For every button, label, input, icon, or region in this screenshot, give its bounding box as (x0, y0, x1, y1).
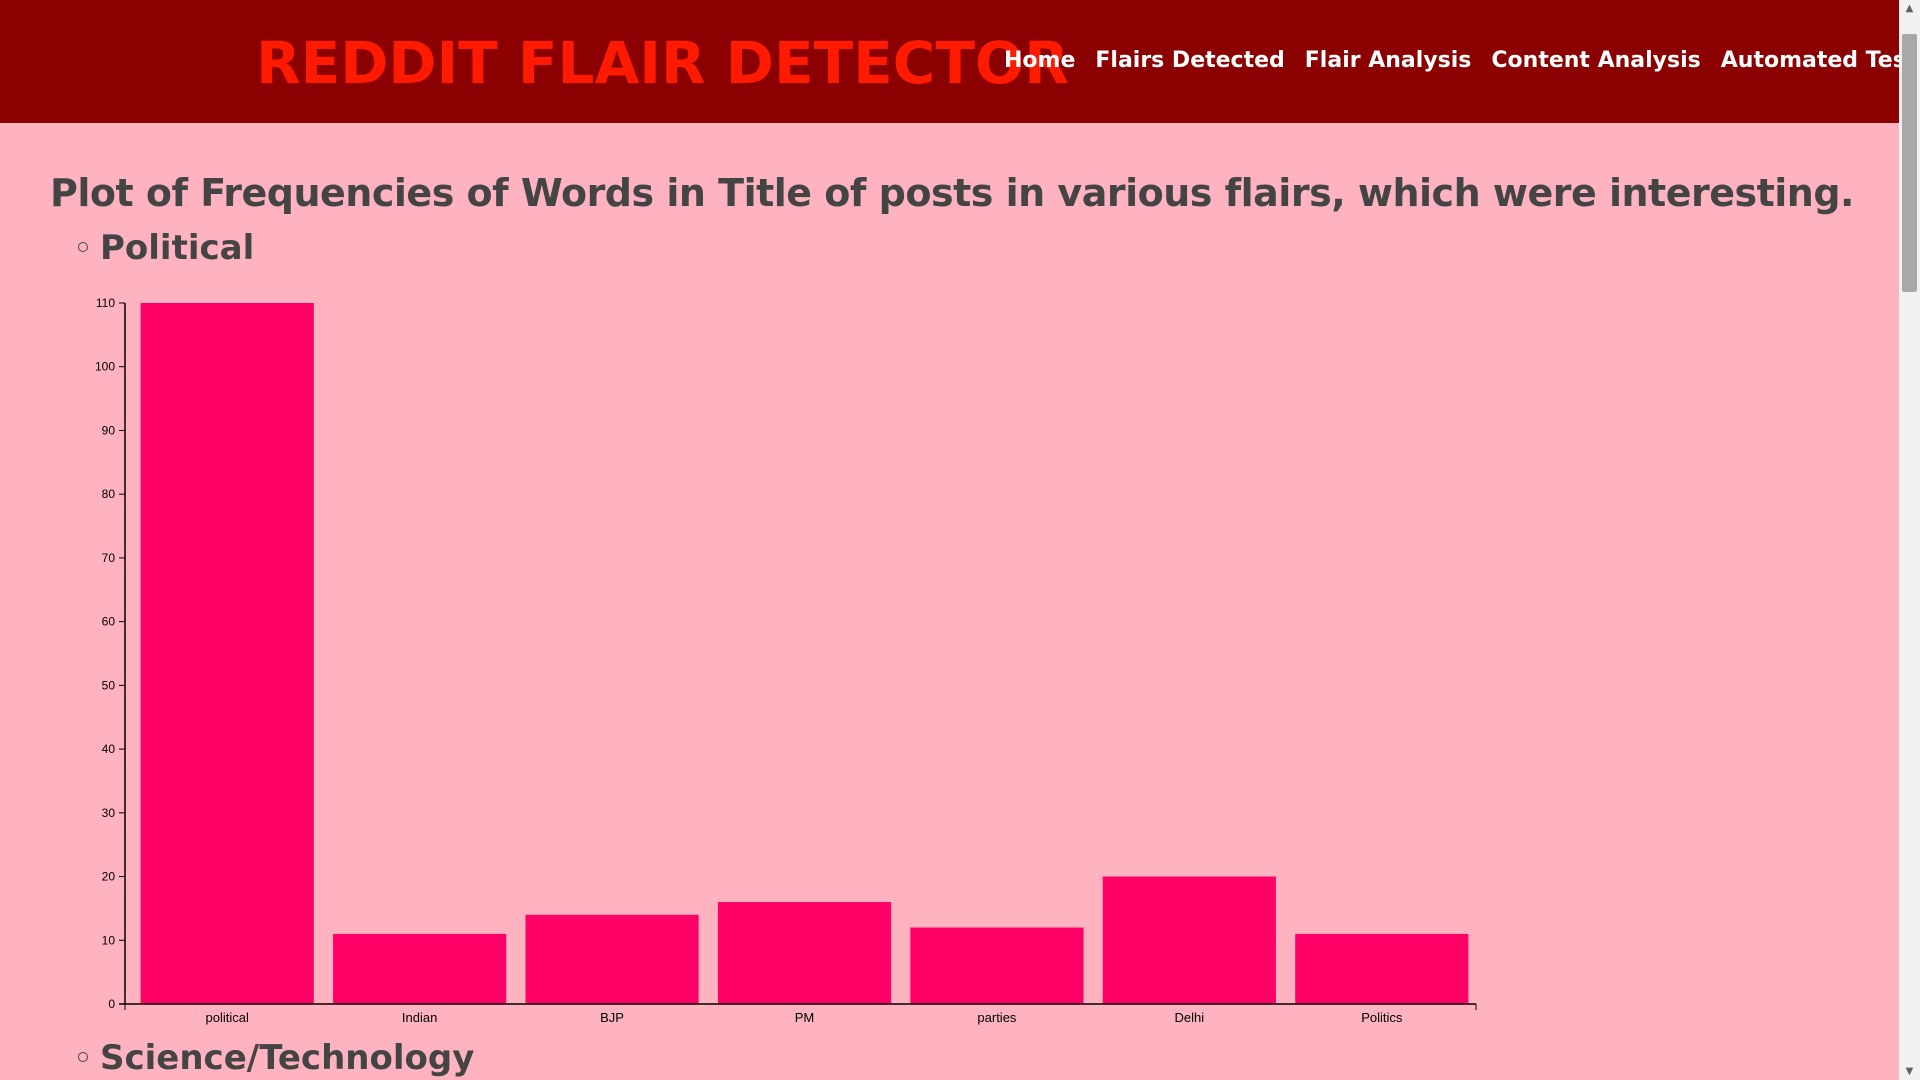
y-tick-label: 90 (102, 423, 116, 437)
circle-bullet-icon (78, 1051, 88, 1062)
nav-link-content-analysis[interactable]: Content Analysis (1491, 48, 1701, 73)
x-tick-label: Delhi (1175, 1010, 1205, 1025)
scroll-up-arrow-icon[interactable]: ▲ (1905, 3, 1914, 14)
y-tick-label: 60 (102, 615, 116, 629)
bar-bjp (525, 914, 699, 1004)
y-tick-label: 10 (102, 933, 116, 947)
y-tick-label: 100 (95, 360, 115, 374)
circle-bullet-icon (78, 241, 88, 252)
section-political: Political (78, 226, 254, 270)
section-title: Political (100, 228, 255, 268)
nav-link-home[interactable]: Home (1004, 48, 1076, 73)
bar-politics (1295, 933, 1469, 1004)
bar-chart-political: 0 10 20 30 40 50 60 70 80 90 100 110 political Indian… (95, 296, 1477, 1025)
main-nav: Home Flairs Detected Flair Analysis Cont… (1004, 46, 1920, 76)
y-tick-label: 50 (102, 678, 116, 692)
bar-delhi (1102, 876, 1276, 1004)
section-title: Science/Technology (100, 1038, 475, 1078)
scroll-down-arrow-icon[interactable]: ▼ (1905, 1066, 1914, 1077)
y-tick-label: 0 (108, 997, 115, 1011)
x-tick-label: political (206, 1010, 249, 1025)
nav-link-flair-analysis[interactable]: Flair Analysis (1304, 48, 1472, 73)
scrollbar-thumb[interactable] (1902, 34, 1917, 292)
y-tick-label: 30 (102, 806, 116, 820)
x-tick-label: BJP (600, 1010, 624, 1025)
y-tick-label: 70 (102, 551, 116, 565)
x-tick-label: parties (977, 1010, 1017, 1025)
y-tick-label: 40 (102, 742, 116, 756)
x-tick-label: Politics (1361, 1010, 1403, 1025)
section-science-technology: Science/Technology (78, 1036, 474, 1080)
brand-title[interactable]: REDDIT FLAIR DETECTOR (256, 29, 1069, 97)
bar-parties (910, 927, 1084, 1004)
nav-link-automated-testing[interactable]: Automated Testing (1720, 48, 1920, 73)
y-tick-label: 110 (96, 296, 115, 310)
y-tick-label: 20 (102, 870, 116, 884)
y-tick-label: 80 (102, 487, 116, 501)
page-heading: Plot of Frequencies of Words in Title of… (50, 171, 1855, 215)
x-tick-label: Indian (402, 1010, 437, 1025)
nav-link-flairs-detected[interactable]: Flairs Detected (1095, 48, 1285, 73)
navbar: REDDIT FLAIR DETECTOR Home Flairs Detect… (0, 0, 1920, 123)
bar-political (140, 303, 314, 1004)
x-tick-label: PM (795, 1010, 815, 1025)
bar-indian (333, 933, 507, 1004)
vertical-scrollbar[interactable]: ▲ ▼ (1899, 0, 1920, 1080)
bar-pm (717, 902, 892, 1004)
